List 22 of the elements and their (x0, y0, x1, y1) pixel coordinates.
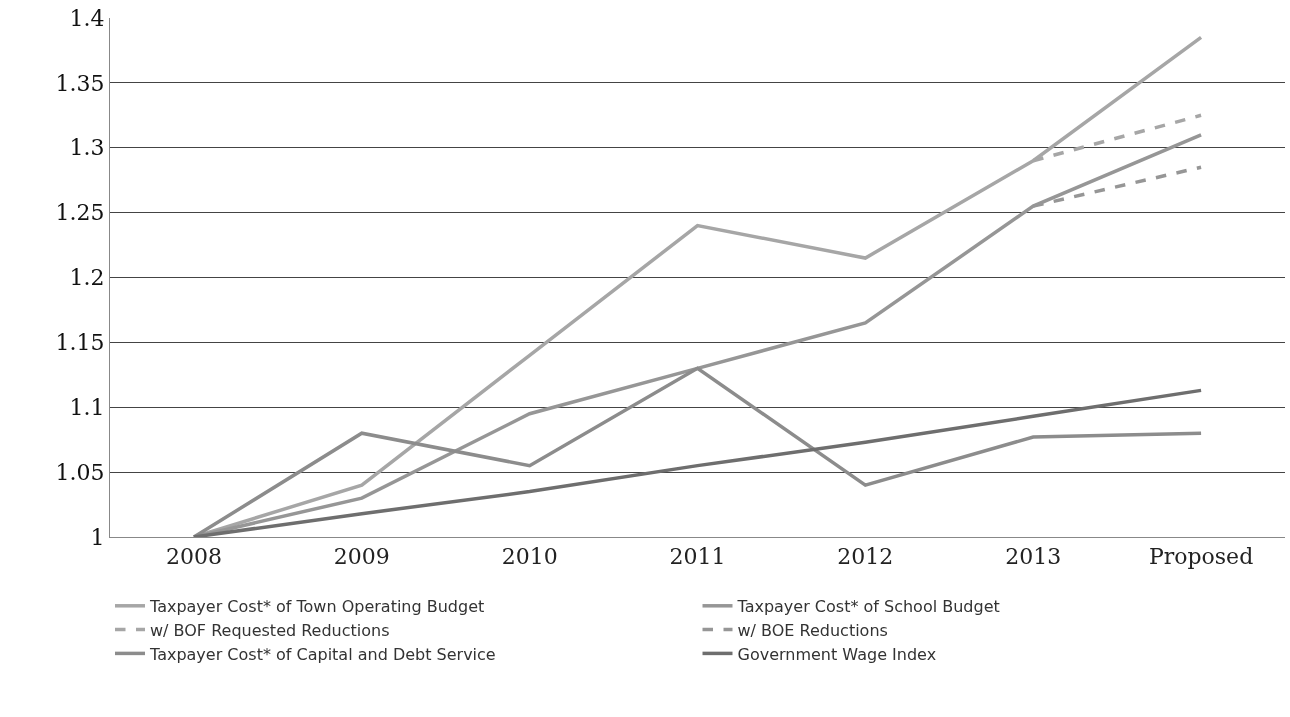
legend-label: w/ BOF Requested Reductions (150, 620, 390, 640)
legend-label: w/ BOE Reductions (737, 620, 888, 640)
y-tick-label: 1.1 (69, 394, 105, 420)
x-tick-label: Proposed (1148, 544, 1254, 570)
legend-label: Taxpayer Cost* of Town Operating Budget (149, 597, 485, 617)
y-tick-label: 1.05 (55, 459, 105, 485)
x-tick-label: 2009 (333, 544, 390, 570)
y-tick-label: 1.25 (55, 200, 105, 226)
x-tick-label: 2013 (1005, 544, 1062, 570)
y-tick-label: 1 (90, 524, 105, 550)
x-tick-label: 2011 (669, 544, 726, 570)
legend-label: Government Wage Index (737, 644, 937, 664)
y-tick-label: 1.15 (55, 330, 105, 356)
y-tick-label: 1.3 (69, 135, 105, 161)
y-tick-label: 1.35 (55, 70, 105, 96)
x-tick-label: 2008 (165, 544, 222, 570)
x-tick-label: 2010 (501, 544, 558, 570)
legend-label: Taxpayer Cost* of School Budget (736, 597, 1000, 617)
legend-label: Taxpayer Cost* of Capital and Debt Service (149, 644, 496, 664)
x-tick-label: 2012 (837, 544, 894, 570)
y-tick-label: 1.4 (69, 5, 105, 31)
y-tick-label: 1.2 (69, 265, 105, 291)
